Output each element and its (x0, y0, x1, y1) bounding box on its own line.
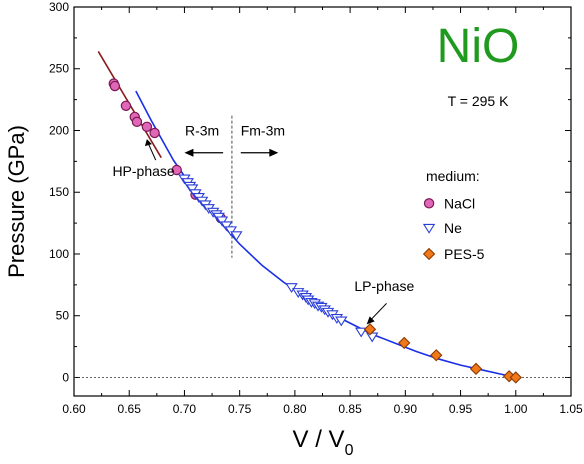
x-tick-label: 0.85 (338, 402, 362, 416)
legend-marker (423, 198, 435, 209)
lp-phase-arrow (369, 303, 387, 322)
data-point-nacl (109, 80, 121, 92)
data-point-nacl (171, 164, 182, 176)
data-point-ne (285, 283, 298, 294)
data-point-ne (335, 316, 348, 327)
data-point-pes-5 (469, 362, 483, 376)
lp-phase-label: LP-phase (354, 278, 414, 294)
x-tick-label: 0.90 (394, 402, 418, 416)
x-tick-label: 1.00 (504, 402, 528, 416)
legend-title: medium: (426, 168, 480, 184)
x-tick-label: 1.05 (559, 402, 583, 416)
hp-phase-label: HP-phase (112, 163, 174, 179)
data-point-pes-5 (509, 371, 522, 384)
y-tick-label: 50 (56, 309, 70, 323)
y-tick-label: 150 (49, 185, 69, 199)
data-point-ne (224, 226, 238, 237)
arrow-left-head (184, 148, 194, 157)
data-point-nacl (149, 127, 160, 139)
x-tick-label: 0.75 (228, 402, 252, 416)
x-axis-title: V / V0 (293, 426, 354, 459)
arrow-right-head (269, 148, 279, 157)
data-point-ne (354, 327, 368, 338)
data-point-nacl (120, 100, 132, 111)
x-tick-label: 0.60 (62, 402, 86, 416)
hp-phase-arrowhead (144, 139, 152, 147)
y-tick-label: 300 (49, 0, 69, 14)
data-point-ne (215, 216, 229, 227)
data-point-nacl (131, 116, 143, 128)
y-tick-label: 0 (62, 370, 69, 384)
data-point-ne (366, 332, 379, 343)
legend-label: PES-5 (444, 246, 485, 262)
x-tick-label: 0.65 (118, 402, 142, 416)
data-point-nacl (141, 121, 153, 132)
y-axis-title: Pressure (GPa) (4, 125, 29, 278)
y-tick-label: 200 (49, 123, 69, 137)
legend-label: Ne (444, 220, 462, 236)
chart-title: NiO (437, 20, 520, 73)
data-point-ne (220, 221, 233, 232)
x-tick-label: 0.95 (449, 402, 473, 416)
legend-marker (422, 223, 436, 234)
y-tick-label: 100 (49, 247, 69, 261)
x-tick-label: 0.80 (283, 402, 307, 416)
data-point-pes-5 (430, 349, 443, 362)
x-tick-label: 0.70 (173, 402, 197, 416)
lp-phase-arrowhead (366, 316, 375, 325)
chart-subtitle: T = 295 K (448, 93, 510, 109)
legend-label: NaCl (444, 195, 475, 211)
fm3m-label: Fm-3m (241, 122, 285, 138)
r3m-label: R-3m (185, 122, 219, 138)
data-point-ne (230, 231, 243, 242)
data-point-pes-5 (398, 336, 411, 350)
y-tick-label: 250 (49, 62, 69, 76)
legend-marker (422, 247, 436, 261)
data-point-ne (185, 184, 199, 195)
data-point-pes-5 (363, 323, 377, 336)
